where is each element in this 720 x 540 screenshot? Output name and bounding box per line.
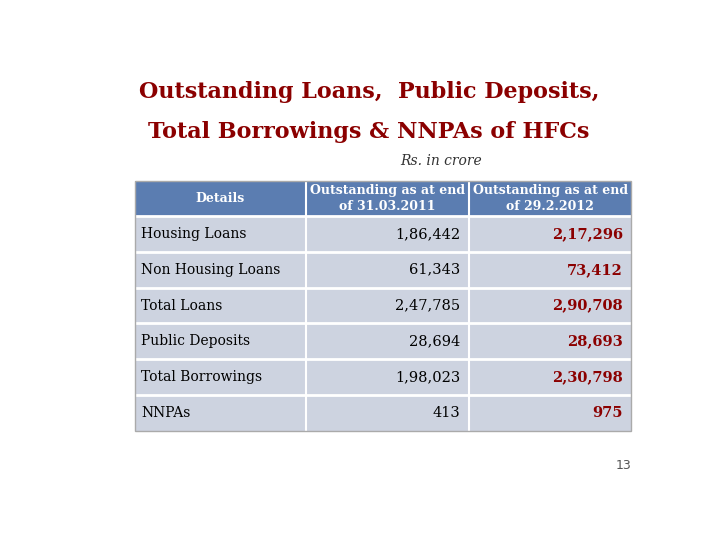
Text: Total Borrowings & NNPAs of HFCs: Total Borrowings & NNPAs of HFCs	[148, 121, 590, 143]
Text: Public Deposits: Public Deposits	[141, 334, 251, 348]
Text: NNPAs: NNPAs	[141, 406, 191, 420]
Text: 61,343: 61,343	[409, 263, 461, 277]
FancyBboxPatch shape	[135, 395, 306, 431]
Text: Total Borrowings: Total Borrowings	[141, 370, 263, 384]
FancyBboxPatch shape	[306, 288, 469, 323]
Text: Non Housing Loans: Non Housing Loans	[141, 263, 281, 277]
Text: 13: 13	[616, 460, 631, 472]
Text: 2,30,798: 2,30,798	[552, 370, 623, 384]
Text: Outstanding as at end
of 31.03.2011: Outstanding as at end of 31.03.2011	[310, 184, 465, 213]
FancyBboxPatch shape	[135, 181, 306, 216]
Text: 1,86,442: 1,86,442	[395, 227, 461, 241]
FancyBboxPatch shape	[306, 323, 469, 359]
FancyBboxPatch shape	[469, 395, 631, 431]
FancyBboxPatch shape	[469, 323, 631, 359]
FancyBboxPatch shape	[469, 359, 631, 395]
Text: Rs. in crore: Rs. in crore	[400, 154, 482, 168]
FancyBboxPatch shape	[306, 395, 469, 431]
FancyBboxPatch shape	[306, 216, 469, 252]
Text: 28,693: 28,693	[567, 334, 623, 348]
Text: 2,90,708: 2,90,708	[552, 299, 623, 313]
FancyBboxPatch shape	[135, 359, 306, 395]
FancyBboxPatch shape	[135, 216, 306, 252]
FancyBboxPatch shape	[135, 288, 306, 323]
Text: 2,47,785: 2,47,785	[395, 299, 461, 313]
FancyBboxPatch shape	[469, 288, 631, 323]
FancyBboxPatch shape	[306, 181, 469, 216]
FancyBboxPatch shape	[306, 359, 469, 395]
Text: Outstanding Loans,  Public Deposits,: Outstanding Loans, Public Deposits,	[139, 82, 599, 104]
Text: Outstanding as at end
of 29.2.2012: Outstanding as at end of 29.2.2012	[472, 184, 628, 213]
FancyBboxPatch shape	[135, 252, 306, 288]
Text: 2,17,296: 2,17,296	[552, 227, 623, 241]
FancyBboxPatch shape	[469, 181, 631, 216]
FancyBboxPatch shape	[306, 252, 469, 288]
FancyBboxPatch shape	[135, 323, 306, 359]
Text: Housing Loans: Housing Loans	[141, 227, 247, 241]
FancyBboxPatch shape	[469, 252, 631, 288]
Text: 975: 975	[593, 406, 623, 420]
Text: Details: Details	[196, 192, 245, 205]
Text: 413: 413	[433, 406, 461, 420]
Text: Total Loans: Total Loans	[141, 299, 222, 313]
Text: 1,98,023: 1,98,023	[395, 370, 461, 384]
Text: 28,694: 28,694	[409, 334, 461, 348]
Text: 73,412: 73,412	[567, 263, 623, 277]
FancyBboxPatch shape	[469, 216, 631, 252]
